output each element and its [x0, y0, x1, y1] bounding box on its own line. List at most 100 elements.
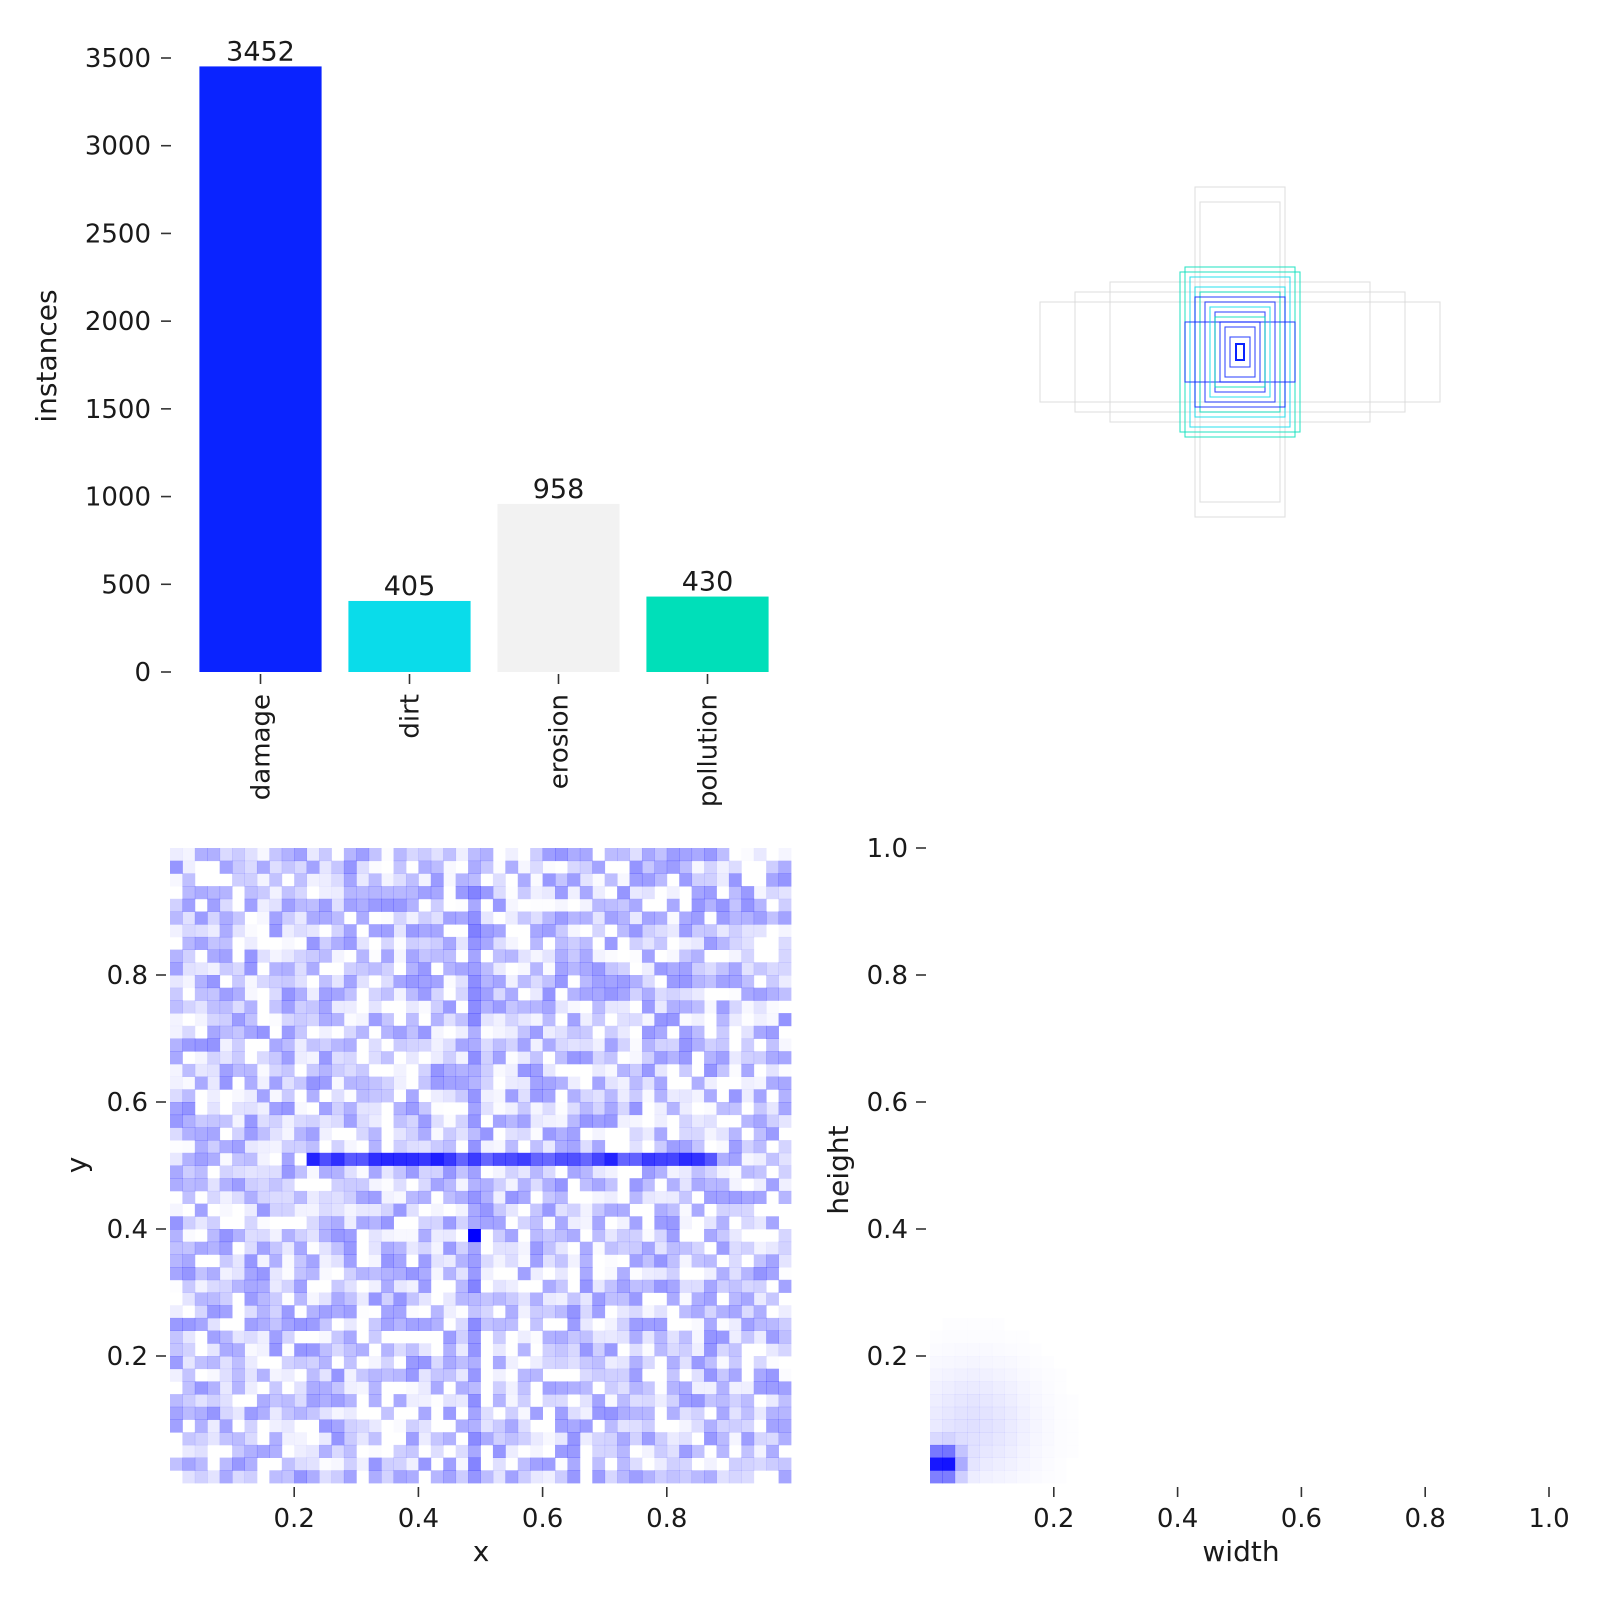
- xy-cell: [194, 1063, 208, 1077]
- xy-cell: [704, 886, 717, 900]
- xy-cell: [579, 1203, 593, 1217]
- xy-cell: [555, 1305, 568, 1319]
- xy-cell: [778, 1178, 792, 1192]
- wh-cell: [979, 1394, 993, 1408]
- xy-cell: [592, 1229, 606, 1243]
- xy-cell: [492, 924, 506, 938]
- xy-cell: [405, 873, 419, 887]
- xy-cell: [368, 1457, 382, 1471]
- xy-cell: [753, 1292, 767, 1306]
- xy-cell: [517, 886, 531, 900]
- xy-cell: [468, 1178, 481, 1192]
- xy-cell: [641, 1152, 655, 1166]
- xy-cell: [679, 1305, 693, 1319]
- xy-cell: [182, 1127, 196, 1141]
- xy-cell: [182, 1152, 196, 1166]
- xy-cell: [381, 1152, 394, 1166]
- xy-cell: [219, 1330, 233, 1344]
- xy-cell: [605, 1267, 618, 1280]
- xy-cell: [468, 1470, 481, 1484]
- xy-cell: [207, 1432, 221, 1446]
- xy-cell: [704, 1254, 717, 1268]
- wh-cell: [942, 1381, 956, 1395]
- xy-cell: [368, 1140, 382, 1154]
- xy-cell: [394, 1191, 407, 1204]
- xy-cell: [530, 936, 543, 950]
- xy-cell: [642, 1305, 655, 1318]
- xy-cell: [468, 911, 481, 925]
- xy-cell: [728, 1051, 742, 1065]
- xy-cell: [629, 1140, 643, 1154]
- xy-cell: [269, 1178, 283, 1192]
- xy-cell: [691, 1089, 705, 1103]
- xy-cell: [343, 1152, 357, 1166]
- xy-cell: [468, 1254, 481, 1268]
- xy-cell: [567, 1229, 581, 1243]
- xy-cell: [741, 1140, 755, 1154]
- bar-y-tick-label: 1500: [85, 395, 151, 425]
- xy-cell: [555, 1229, 568, 1243]
- xy-cell: [207, 1127, 221, 1141]
- xy-cell: [281, 898, 295, 912]
- xy-cell: [331, 1279, 345, 1293]
- xy-cell: [666, 1292, 680, 1306]
- xy-cell: [679, 1089, 693, 1103]
- xy-cell: [654, 1381, 667, 1394]
- wh-x-axis-title: width: [1202, 1535, 1279, 1568]
- xy-cell: [319, 1406, 332, 1420]
- xy-cell: [492, 1470, 506, 1484]
- xy-cell: [728, 1368, 742, 1382]
- xy-cell: [244, 1368, 258, 1382]
- xy-cell: [592, 1140, 606, 1154]
- xy-cell: [170, 1140, 183, 1153]
- xy-cell: [704, 1457, 717, 1471]
- xy-cell: [691, 873, 705, 887]
- xy-cell: [269, 848, 283, 862]
- xy-cell: [542, 924, 556, 938]
- xy-cell: [641, 848, 655, 862]
- xy-cell: [256, 860, 270, 874]
- xy-cell: [641, 1267, 655, 1281]
- xy-cell: [542, 1305, 556, 1319]
- xy-cell: [629, 1076, 643, 1090]
- xy-cell: [281, 1000, 295, 1014]
- xy-cell: [207, 1369, 220, 1382]
- xy-cell: [629, 1190, 643, 1204]
- xy-cell: [492, 1051, 506, 1065]
- xy-cell: [430, 1152, 444, 1166]
- xy-cell: [343, 886, 357, 900]
- xy-cell: [368, 1381, 382, 1395]
- xy-cell: [617, 1216, 630, 1230]
- xy-cell: [282, 1293, 295, 1306]
- xy-cell: [778, 1330, 792, 1344]
- xy-cell: [369, 950, 382, 963]
- xy-cell: [443, 1127, 457, 1141]
- xy-cell: [256, 1140, 270, 1154]
- xy-cell: [530, 1076, 543, 1090]
- xy-cell: [194, 1127, 208, 1141]
- xy-cell: [170, 1013, 183, 1027]
- xy-cell: [691, 1076, 705, 1090]
- xy-cell: [319, 898, 332, 912]
- xy-cell: [641, 936, 655, 950]
- xy-cell: [281, 1279, 295, 1293]
- xy-cell: [766, 1254, 779, 1268]
- xy-cell: [207, 1406, 221, 1420]
- xy-cell: [170, 1165, 183, 1179]
- xy-cell: [256, 1406, 270, 1420]
- xy-cell: [579, 1114, 593, 1128]
- xy-cell: [778, 1241, 792, 1255]
- xy-cell: [530, 873, 543, 886]
- xy-cell: [604, 1102, 618, 1116]
- xy-cell: [343, 936, 357, 950]
- xy-cell: [393, 1317, 407, 1331]
- xy-cell: [555, 911, 568, 925]
- xy-cell: [542, 1165, 556, 1179]
- wh-cell: [954, 1470, 968, 1484]
- xy-cell: [306, 911, 320, 925]
- xy-cell: [716, 1394, 730, 1408]
- xy-cell: [182, 1432, 196, 1446]
- xy-cell: [269, 1406, 283, 1420]
- xy-cell: [728, 1432, 742, 1446]
- xy-cell: [592, 987, 606, 1001]
